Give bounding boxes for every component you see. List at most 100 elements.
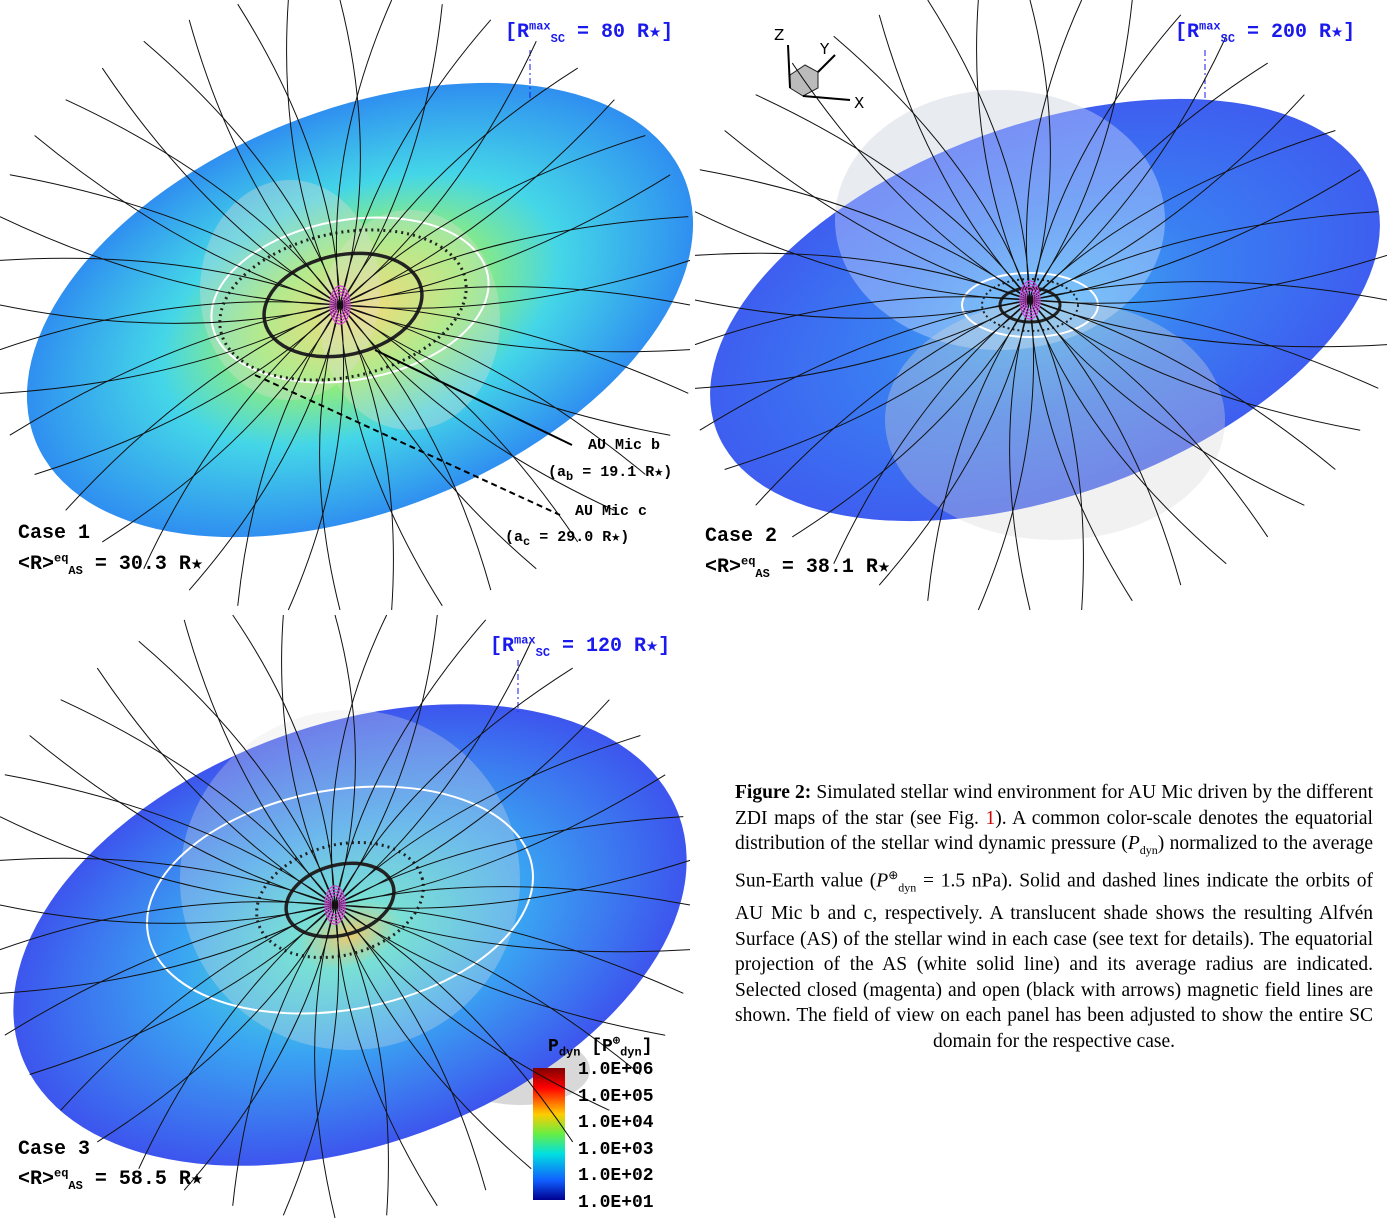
field-line [334, 904, 389, 1216]
text: SC [1220, 32, 1236, 46]
case-label: Case 2 [705, 525, 778, 548]
avg-radius: <R>eqAS = 30.3 R★ [18, 550, 203, 578]
axis-label: X [854, 94, 865, 112]
field-line [694, 211, 1031, 301]
field-line [0, 816, 336, 906]
colorbar-tick: 1.0E+03 [578, 1139, 654, 1160]
closed-field-line [1019, 280, 1041, 320]
field-line [183, 904, 336, 1191]
caption-label: Figure 2: [735, 782, 812, 803]
text: dyn [898, 880, 917, 895]
axis-y [817, 54, 836, 73]
case-label: Case 1 [18, 522, 91, 545]
field-line [1029, 169, 1361, 301]
closed-field-line [326, 888, 344, 922]
text: [R [1175, 21, 1200, 44]
closed-field-line [1025, 289, 1035, 311]
closed-field-line [328, 891, 342, 919]
field-line [1025, 0, 1083, 301]
field-line [188, 304, 341, 591]
field-line [791, 62, 1031, 301]
domain-label: [RmaxSC = 80 R★] [505, 18, 673, 46]
field-line [976, 0, 1031, 301]
field-line [34, 304, 341, 475]
planet-label: AU Mic c [575, 503, 648, 520]
field-line [335, 0, 393, 306]
text: Simulated stellar wind environment for A… [735, 782, 1373, 829]
case-label: Case 3 [18, 1138, 91, 1161]
field-line [282, 904, 340, 1216]
colorbar-tick: 1.0E+04 [578, 1113, 654, 1133]
field-line [29, 735, 336, 906]
field-line [334, 904, 641, 1075]
field-line [188, 19, 341, 306]
axis-label: Z [774, 26, 785, 44]
field-line [97, 904, 336, 1143]
text: P [1127, 833, 1140, 854]
colorbar-title: Pdyn [P⊕dyn] [548, 1033, 653, 1060]
field-line [339, 67, 578, 306]
text: ). A common color-scale denotes the equa… [735, 807, 1373, 855]
field-line [102, 304, 341, 543]
axis-label: Y [820, 40, 830, 58]
field-line [694, 299, 1031, 319]
field-line [334, 735, 641, 906]
field-line [339, 304, 579, 543]
text: = 200 R★] [1247, 21, 1356, 44]
field-line [334, 774, 666, 906]
as-projection [146, 785, 534, 1015]
text: AS [755, 567, 770, 581]
field-line [724, 130, 1031, 301]
colorbar-tick: 1.0E+05 [578, 1086, 654, 1107]
closed-field-line [1023, 286, 1037, 314]
field-line [339, 135, 646, 306]
text: ⊕ [888, 868, 899, 883]
field-line [101, 67, 341, 306]
text: eq [54, 551, 69, 566]
field-line [286, 0, 341, 306]
orbit-c [218, 228, 468, 382]
colorbar-tick: 1.0E+06 [578, 1060, 654, 1080]
text: <R> [705, 556, 742, 579]
field-line [96, 667, 336, 906]
caption: Figure 2: Simulated stellar wind environ… [735, 780, 1373, 1054]
field-line [287, 304, 345, 611]
pointer [254, 374, 561, 516]
text: P [876, 870, 889, 892]
text: (a [548, 464, 567, 481]
text: b [566, 470, 574, 484]
field-line [0, 216, 341, 306]
closed-field-line [335, 294, 345, 316]
text: ) normalized to the average Sun-Earth va… [735, 833, 1374, 892]
field-line [0, 904, 336, 924]
field-line [1029, 299, 1336, 470]
field-line [1029, 211, 1379, 301]
field-line [1029, 62, 1268, 301]
as-projection [210, 216, 490, 384]
field-line [339, 259, 691, 309]
field-line [0, 304, 341, 324]
field-line [183, 619, 336, 906]
closed-field-line [329, 285, 351, 325]
text: [P [591, 1037, 613, 1057]
field-line [1029, 14, 1182, 301]
panel-1 [26, 50, 694, 538]
orbit-b [998, 286, 1062, 324]
closed-field-line [330, 894, 340, 916]
closed-field-line [324, 885, 346, 925]
closed-field-line [1021, 283, 1039, 317]
field-line [334, 904, 574, 1143]
figure-link[interactable]: 1 [985, 807, 996, 829]
field-line [1029, 299, 1269, 538]
field-line [281, 614, 336, 906]
text: dyn [620, 1045, 642, 1060]
domain-label: [RmaxSC = 120 R★] [490, 632, 670, 660]
text: max [1199, 19, 1221, 34]
field-line [878, 14, 1031, 301]
field-line [339, 304, 492, 591]
planet-a: (ac = 29.0 R★) [505, 527, 629, 549]
field-line [1029, 254, 1387, 304]
text: ⊕ [612, 1034, 621, 1048]
